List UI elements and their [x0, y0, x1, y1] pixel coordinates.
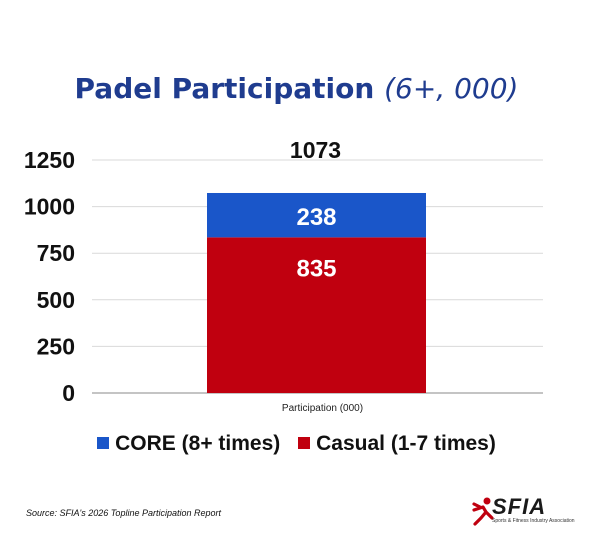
- legend-label-core: CORE (8+ times): [115, 432, 281, 455]
- x-tick-label: Participation (000): [282, 403, 363, 414]
- chart-title-subtitle: (6+, 000): [384, 72, 519, 105]
- sfia-logo: SFIA Sports & Fitness Industry Associati…: [470, 494, 575, 528]
- bar-data-label: 238: [296, 204, 336, 231]
- logo-tagline: Sports & Fitness Industry Association: [492, 518, 575, 524]
- chart-legend: CORE (8+ times) Casual (1-7 times): [0, 432, 593, 456]
- chart-title-main: Padel Participation: [74, 72, 375, 105]
- y-tick-label: 1000: [24, 194, 75, 220]
- stacked-bar-chart: 0 250 500 750 1000 1250 835 238 1073 Participatio…: [24, 137, 543, 414]
- bar-segment: [207, 237, 426, 393]
- legend-label-casual: Casual (1-7 times): [316, 432, 496, 455]
- legend-item-casual: Casual (1-7 times): [298, 432, 496, 456]
- bar-data-label: 835: [296, 255, 336, 282]
- total-label: 1073: [290, 137, 341, 163]
- legend-swatch-casual: [298, 437, 311, 449]
- bar-segment: [207, 192, 426, 238]
- y-tick-label: 750: [37, 240, 75, 266]
- runner-icon: [472, 497, 494, 526]
- logo-wordmark: SFIA: [492, 494, 547, 519]
- legend-swatch-core: [97, 437, 110, 449]
- y-tick-label: 0: [62, 380, 75, 406]
- legend-item-core: CORE (8+ times): [97, 432, 280, 456]
- source-note: Source: SFIA's 2026 Topline Participatio…: [26, 508, 221, 518]
- y-tick-label: 500: [37, 287, 75, 313]
- chart-title: Padel Participation (6+, 000): [0, 72, 593, 105]
- y-tick-label: 250: [37, 333, 75, 359]
- y-tick-label: 1250: [24, 147, 75, 173]
